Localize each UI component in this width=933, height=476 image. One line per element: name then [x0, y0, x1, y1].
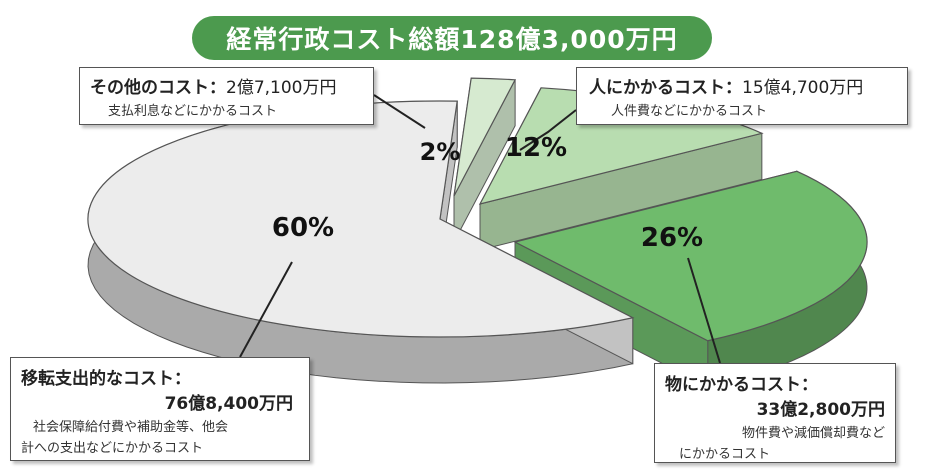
- callout-other-name: その他のコスト：: [90, 78, 226, 98]
- slice-goods: [513, 170, 868, 342]
- callout-personnel-name: 人にかかるコスト：: [589, 78, 742, 98]
- pct-label-personnel: 12%: [505, 133, 567, 163]
- callout-personnel: 人にかかるコスト：15億4,700万円 人件費などにかかるコスト: [576, 67, 908, 125]
- callout-transfer-amount: 76億8,400万円: [164, 394, 293, 414]
- leader-lines-layer: [239, 94, 721, 364]
- callout-transfer: 移転支出的なコスト： 76億8,400万円 社会保障給付費や補助金等、他会 計へ…: [10, 357, 310, 461]
- slice-other: [453, 77, 517, 197]
- pct-label-transfer: 60%: [272, 213, 334, 243]
- callout-personnel-desc: 人件費などにかかるコスト: [611, 104, 768, 119]
- pct-label-goods: 26%: [641, 223, 703, 253]
- callout-goods-desc2: にかかるコスト: [679, 447, 771, 462]
- chart-title: 経常行政コスト総額128億3,000万円: [192, 16, 712, 60]
- callout-transfer-name: 移転支出的なコスト：: [21, 369, 191, 389]
- callout-other-amount: 2億7,100万円: [226, 78, 337, 98]
- leader-goods: [687, 257, 721, 364]
- leader-other: [373, 94, 426, 129]
- leader-personnel: [519, 109, 577, 151]
- callout-transfer-desc2: 計への支出などにかかるコスト: [21, 441, 204, 456]
- callout-goods: 物にかかるコスト： 33億2,800万円 物件費や減価償却費など にかかるコスト: [654, 363, 896, 463]
- callout-other-desc: 支払利息などにかかるコスト: [108, 104, 278, 119]
- callout-transfer-desc1: 社会保障給付費や補助金等、他会: [33, 420, 229, 435]
- callout-personnel-amount: 15億4,700万円: [742, 78, 864, 98]
- callout-goods-desc1: 物件費や減価償却費など: [741, 426, 885, 441]
- callout-goods-amount: 33億2,800万円: [756, 400, 885, 420]
- pct-label-other: 2%: [420, 138, 461, 166]
- leader-transfer: [239, 261, 293, 358]
- callout-goods-name: 物にかかるコスト：: [665, 375, 818, 395]
- callout-other: その他のコスト：2億7,100万円 支払利息などにかかるコスト: [79, 67, 374, 125]
